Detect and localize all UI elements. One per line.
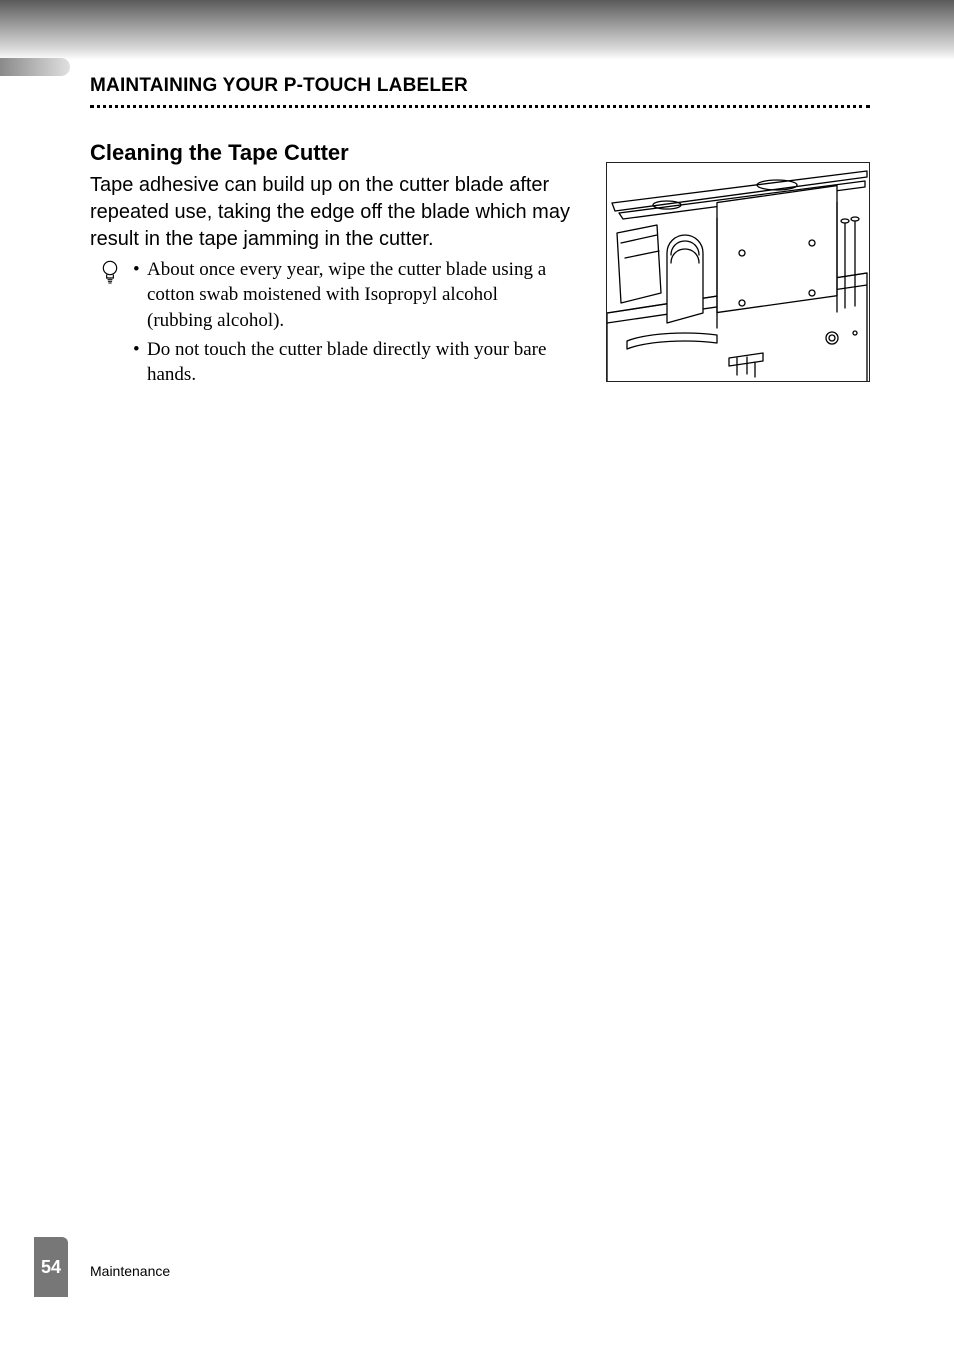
footer-section-label: Maintenance bbox=[90, 1263, 170, 1279]
section-title: MAINTAINING YOUR P-TOUCH LABELER bbox=[90, 75, 468, 97]
dotted-divider bbox=[90, 105, 870, 108]
top-gradient-bar bbox=[0, 0, 954, 60]
tip-box: About once every year, wipe the cutter b… bbox=[95, 253, 565, 401]
cutter-diagram bbox=[606, 162, 870, 382]
tip-list: About once every year, wipe the cutter b… bbox=[147, 257, 559, 387]
intro-paragraph: Tape adhesive can build up on the cutter… bbox=[90, 172, 580, 253]
subsection-heading: Cleaning the Tape Cutter bbox=[90, 140, 349, 166]
tip-item: About once every year, wipe the cutter b… bbox=[147, 257, 559, 333]
tip-item: Do not touch the cutter blade directly w… bbox=[147, 337, 559, 388]
page-number: 54 bbox=[41, 1257, 61, 1278]
header-accent-band bbox=[0, 58, 70, 76]
page-number-tab: 54 bbox=[34, 1237, 68, 1297]
manual-page: MAINTAINING YOUR P-TOUCH LABELER Cleanin… bbox=[0, 0, 954, 1357]
